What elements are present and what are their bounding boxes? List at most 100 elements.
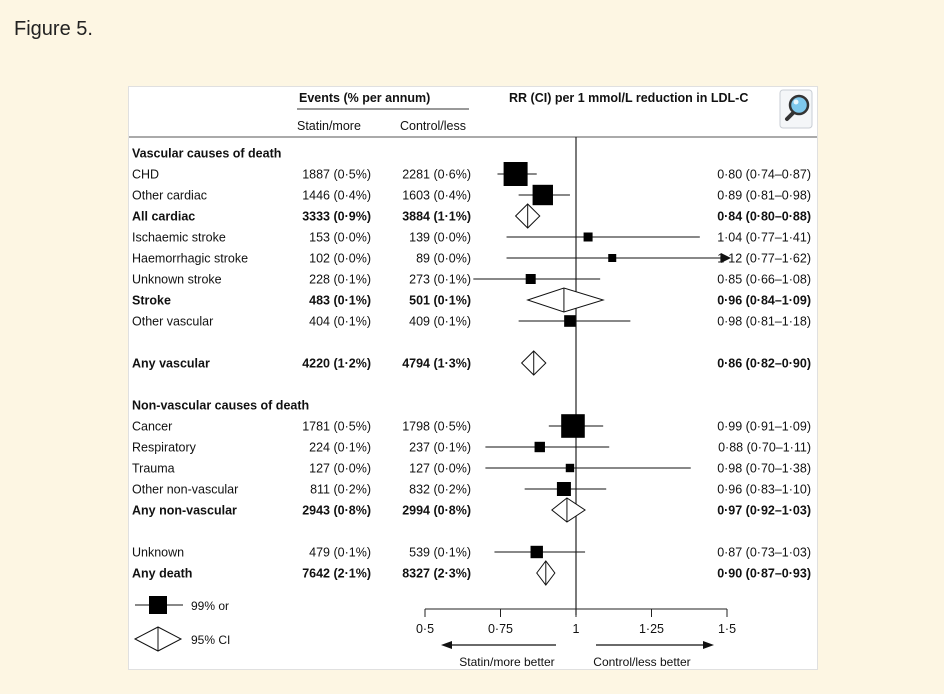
row-label: CHD [132, 168, 159, 182]
events-header: Events (% per annum) [299, 91, 430, 105]
group-heading: Vascular causes of death [132, 147, 281, 161]
rr-ci-value: 1·12 (0·77–1·62) [717, 252, 811, 266]
rr-ci-value: 0·86 (0·82–0·90) [717, 357, 811, 371]
statin-events: 4220 (1·2%) [302, 357, 371, 371]
statin-column-header: Statin/more [297, 119, 361, 133]
control-events: 501 (0·1%) [409, 294, 471, 308]
point-estimate-square [565, 463, 575, 473]
control-events: 273 (0·1%) [409, 273, 471, 287]
magnifier-icon[interactable] [779, 89, 813, 129]
point-estimate-square [564, 315, 576, 327]
row-label: Ischaemic stroke [132, 231, 226, 245]
x-tick-label: 1·5 [718, 622, 736, 636]
rr-ci-value: 1·04 (0·77–1·41) [717, 231, 811, 245]
rr-header: RR (CI) per 1 mmol/L reduction in LDL-C [509, 91, 748, 105]
forest-plot: Events (% per annum) Statin/more Control/l… [129, 91, 817, 669]
control-events: 3884 (1·1%) [402, 210, 471, 224]
control-events: 1798 (0·5%) [402, 420, 471, 434]
statin-events: 3333 (0·9%) [302, 210, 371, 224]
forest-plot-figure: Events (% per annum) Statin/more Control/l… [128, 86, 818, 670]
point-estimate-square [534, 441, 545, 453]
point-estimate-square [503, 162, 528, 186]
row-label: Other vascular [132, 315, 213, 329]
summary-diamond [551, 497, 586, 523]
statin-events: 811 (0·2%) [310, 483, 371, 497]
legend-diamond-label: 95% CI [191, 633, 230, 647]
control-events: 139 (0·0%) [409, 231, 471, 245]
control-events: 127 (0·0%) [409, 462, 471, 476]
group-heading: Non-vascular causes of death [132, 399, 309, 413]
row-label: Stroke [132, 294, 171, 308]
rr-ci-value: 0·90 (0·87–0·93) [717, 567, 811, 581]
x-tick-label: 0·75 [488, 622, 513, 636]
legend-square [149, 596, 167, 614]
summary-diamond [526, 287, 605, 313]
statin-events: 153 (0·0%) [309, 231, 371, 245]
statin-events: 1887 (0·5%) [302, 168, 371, 182]
row-label: Other cardiac [132, 189, 207, 203]
statin-events: 1781 (0·5%) [302, 420, 371, 434]
rr-ci-value: 0·97 (0·92–1·03) [717, 504, 811, 518]
row-label: Unknown [132, 546, 184, 560]
rr-ci-value: 0·96 (0·83–1·10) [717, 483, 811, 497]
rr-ci-value: 0·98 (0·70–1·38) [717, 462, 811, 476]
row-label: Trauma [132, 462, 175, 476]
row-label: Any death [132, 567, 192, 581]
row-label: Any vascular [132, 357, 210, 371]
row-label: Haemorrhagic stroke [132, 252, 248, 266]
x-tick-label: 1·25 [639, 622, 664, 636]
statin-events: 2943 (0·8%) [302, 504, 371, 518]
rr-ci-value: 0·96 (0·84–1·09) [717, 294, 811, 308]
control-events: 4794 (1·3%) [402, 357, 471, 371]
point-estimate-square [556, 482, 571, 496]
row-label: Respiratory [132, 441, 197, 455]
control-events: 2994 (0·8%) [402, 504, 471, 518]
statin-events: 224 (0·1%) [309, 441, 371, 455]
row-label: All cardiac [132, 210, 195, 224]
control-column-header: Control/less [400, 119, 466, 133]
control-events: 89 (0·0%) [416, 252, 471, 266]
right-direction-label: Control/less better [593, 655, 690, 669]
row-label: Other non-vascular [132, 483, 238, 497]
rr-ci-value: 0·88 (0·70–1·11) [718, 441, 811, 455]
point-estimate-square [532, 184, 553, 206]
control-events: 8327 (2·3%) [402, 567, 471, 581]
left-direction-label: Statin/more better [459, 655, 554, 669]
control-events: 2281 (0·6%) [402, 168, 471, 182]
rr-ci-value: 0·99 (0·91–1·09) [717, 420, 811, 434]
x-tick-label: 1 [573, 622, 580, 636]
row-label: Any non-vascular [132, 504, 237, 518]
row-label: Unknown stroke [132, 273, 222, 287]
rr-ci-value: 0·98 (0·81–1·18) [717, 315, 811, 329]
ci-arrow [721, 253, 731, 263]
rr-ci-value: 0·85 (0·66–1·08) [717, 273, 811, 287]
rr-ci-value: 0·87 (0·73–1·03) [717, 546, 811, 560]
statin-events: 404 (0·1%) [309, 315, 371, 329]
control-events: 409 (0·1%) [409, 315, 471, 329]
row-label: Cancer [132, 420, 172, 434]
rr-ci-value: 0·84 (0·80–0·88) [717, 210, 811, 224]
control-events: 1603 (0·4%) [402, 189, 471, 203]
control-events: 832 (0·2%) [409, 483, 471, 497]
statin-events: 102 (0·0%) [309, 252, 371, 266]
statin-events: 479 (0·1%) [309, 546, 371, 560]
control-events: 539 (0·1%) [409, 546, 471, 560]
rr-ci-value: 0·80 (0·74–0·87) [717, 168, 811, 182]
statin-events: 7642 (2·1%) [302, 567, 371, 581]
point-estimate-square [561, 414, 585, 438]
point-estimate-square [608, 254, 617, 262]
point-estimate-square [525, 274, 536, 284]
x-tick-label: 0·5 [416, 622, 434, 636]
statin-events: 127 (0·0%) [309, 462, 371, 476]
statin-events: 483 (0·1%) [309, 294, 371, 308]
legend-square-label: 99% or [191, 599, 229, 613]
rr-ci-value: 0·89 (0·81–0·98) [717, 189, 811, 203]
left-direction-arrowhead [441, 641, 452, 649]
figure-caption: Figure 5. [14, 18, 93, 40]
control-events: 237 (0·1%) [409, 441, 471, 455]
point-estimate-square [583, 232, 593, 242]
statin-events: 1446 (0·4%) [302, 189, 371, 203]
point-estimate-square [530, 545, 543, 559]
statin-events: 228 (0·1%) [309, 273, 371, 287]
right-direction-arrowhead [703, 641, 714, 649]
